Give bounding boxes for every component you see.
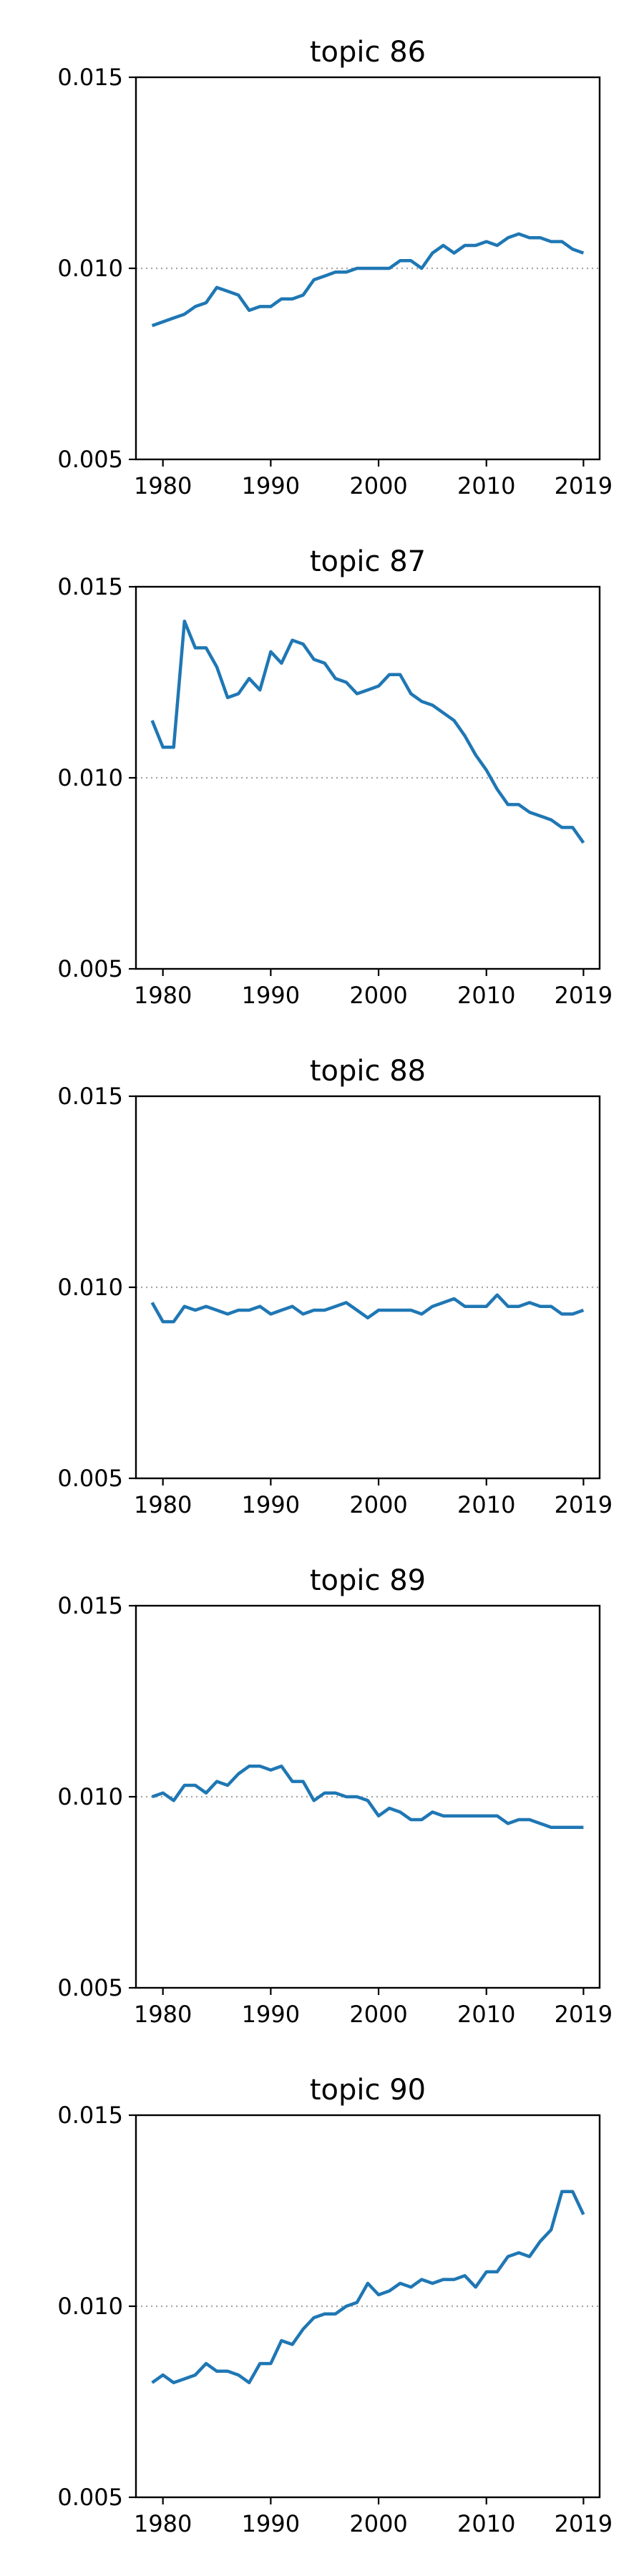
series-line	[150, 619, 585, 844]
x-tick-label: 2000	[349, 1491, 407, 1518]
x-tick-label: 2019	[555, 2001, 613, 2028]
x-tick-label: 2019	[555, 1491, 613, 1518]
y-tick-label: 0.005	[57, 446, 123, 473]
chart-panel-4: topic 89 0.005 0.010 0.015 1980 1990 2000 2010 2…	[57, 1564, 613, 2028]
chart-panel-3: topic 88 0.005 0.010 0.015 1980 1990 2000 2010 2…	[57, 1055, 613, 1518]
y-tick-label: 0.005	[57, 1465, 123, 1492]
y-tick-label: 0.010	[57, 1274, 123, 1301]
y-tick-label: 0.005	[57, 1974, 123, 2001]
chart-panel-5: topic 90 0.005 0.010 0.015 1980 1990 2000 2010 2…	[57, 2074, 613, 2537]
x-tick-label: 1980	[134, 2001, 192, 2028]
series-line	[151, 2190, 585, 2385]
y-tick-label: 0.010	[57, 2293, 123, 2320]
x-tick-label: 2000	[349, 982, 407, 1009]
x-tick-label: 2010	[457, 2510, 515, 2537]
y-tick-label: 0.015	[57, 64, 123, 91]
x-tick-label: 1990	[242, 2001, 300, 2028]
x-tick-label: 2019	[555, 472, 613, 499]
x-tick-label: 2019	[555, 2510, 613, 2537]
y-tick-label: 0.015	[57, 1592, 123, 1619]
y-tick-label: 0.010	[57, 1783, 123, 1810]
y-tick-label: 0.015	[57, 1083, 123, 1110]
series-line	[150, 1293, 585, 1324]
y-tick-label: 0.010	[57, 764, 123, 791]
chart-panel-2: topic 87 0.005 0.010 0.015 1980 1990 2000 2010 2…	[57, 545, 613, 1009]
x-tick-label: 2010	[457, 2001, 515, 2028]
x-tick-label: 1980	[134, 472, 192, 499]
x-tick-label: 1980	[134, 982, 192, 1009]
x-tick-label: 1990	[242, 982, 300, 1009]
x-tick-label: 2019	[555, 982, 613, 1009]
series-line	[151, 1765, 584, 1829]
chart-title: topic 89	[310, 1564, 426, 1597]
x-tick-label: 2010	[457, 982, 515, 1009]
series-line	[151, 232, 585, 328]
x-tick-label: 1980	[134, 2510, 192, 2537]
chart-title: topic 88	[310, 1055, 426, 1088]
y-tick-label: 0.010	[57, 255, 123, 282]
y-tick-label: 0.005	[57, 955, 123, 982]
y-tick-label: 0.015	[57, 2102, 123, 2129]
x-tick-label: 1990	[242, 2510, 300, 2537]
x-tick-label: 2010	[457, 1491, 515, 1518]
x-tick-label: 2010	[457, 472, 515, 499]
chart-title: topic 87	[310, 545, 426, 578]
x-tick-label: 1990	[242, 472, 300, 499]
chart-title: topic 86	[310, 36, 426, 69]
x-tick-label: 2000	[349, 2001, 407, 2028]
x-tick-label: 2000	[349, 472, 407, 499]
x-tick-label: 2000	[349, 2510, 407, 2537]
y-tick-label: 0.005	[57, 2484, 123, 2511]
x-tick-label: 1990	[242, 1491, 300, 1518]
chart-title: topic 90	[310, 2074, 426, 2107]
y-tick-label: 0.015	[57, 573, 123, 600]
chart-panel-1: topic 86 0.005 0.010 0.015 1980 1990 2000 2010 2…	[57, 36, 613, 499]
x-tick-label: 1980	[134, 1491, 192, 1518]
